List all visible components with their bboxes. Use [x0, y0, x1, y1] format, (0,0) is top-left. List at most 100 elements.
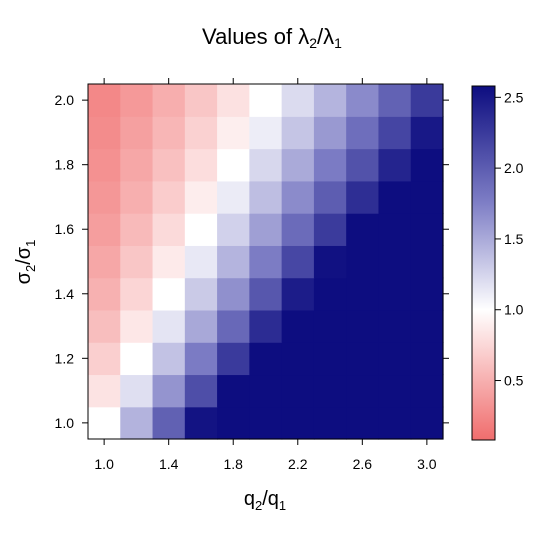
heatmap-cell — [346, 84, 380, 117]
heatmap-cell — [281, 277, 315, 311]
heatmap-cell — [88, 84, 121, 117]
heatmap-cell — [152, 84, 186, 117]
heatmap-cell — [152, 374, 186, 408]
heatmap-cell — [184, 277, 218, 311]
heatmap-cell — [281, 245, 315, 279]
heatmap-cell — [410, 180, 444, 214]
y-axis: 1.0 1.2 1.4 1.6 1.8 2.0 — [55, 92, 449, 431]
heatmap-cell — [184, 406, 218, 440]
heatmap-cell — [346, 116, 380, 150]
heatmap-cell — [313, 309, 347, 343]
heatmap-cell — [313, 116, 347, 150]
heatmap-cell — [152, 277, 186, 311]
heatmap-cell — [249, 374, 283, 408]
heatmap-cell — [152, 213, 186, 246]
colorbar-tick-label: 2.0 — [504, 160, 524, 176]
heatmap-cell — [88, 180, 121, 214]
y-axis-label: σ2/σ1 — [13, 240, 38, 285]
colorbar-tick-label: 1.5 — [504, 231, 524, 247]
heatmap-cell — [281, 148, 315, 182]
heatmap-cell — [184, 148, 218, 182]
heatmap-cell — [88, 309, 121, 343]
colorbar — [471, 85, 496, 441]
heatmap-cell — [346, 213, 380, 246]
heatmap-cell — [378, 180, 412, 214]
heatmap-cell — [88, 342, 121, 376]
heatmap-cell — [249, 180, 283, 214]
heatmap-cell — [184, 116, 218, 150]
heatmap-cell — [184, 374, 218, 408]
x-tick-label: 2.2 — [288, 456, 308, 472]
heatmap-cell — [346, 309, 380, 343]
heatmap-cell — [120, 245, 154, 279]
heatmap-cell — [313, 148, 347, 182]
heatmap-cell — [346, 277, 380, 311]
plot-frame — [87, 83, 444, 440]
heatmap-cell — [378, 245, 412, 279]
heatmap-cell — [249, 277, 283, 311]
heatmap-cell — [217, 84, 250, 117]
heatmap-cell — [281, 374, 315, 408]
heatmap-cell — [410, 342, 444, 376]
heatmap-cell — [281, 309, 315, 343]
heatmap-cell — [88, 213, 121, 246]
heatmap-cell — [249, 116, 283, 150]
heatmap-cell — [410, 277, 444, 311]
heatmap-cell — [120, 116, 154, 150]
x-tick-label: 3.0 — [417, 456, 437, 472]
heatmap-cell — [152, 245, 186, 279]
heatmap-cell — [184, 309, 218, 343]
heatmap-cell — [88, 406, 121, 440]
heatmap-cell — [281, 342, 315, 376]
x-axis-label: q2/q1 — [244, 488, 286, 513]
heatmap-cells — [88, 84, 444, 440]
heatmap-cell — [378, 277, 412, 311]
x-tick-label: 1.4 — [159, 456, 179, 472]
heatmap-cell — [410, 309, 444, 343]
heatmap-cell — [217, 116, 250, 150]
heatmap-cell — [152, 342, 186, 376]
y-tick-label: 1.6 — [55, 221, 75, 237]
heatmap-cell — [249, 84, 283, 117]
heatmap-cell — [281, 213, 315, 246]
heatmap-cell — [88, 116, 121, 150]
x-tick-label: 1.8 — [223, 456, 243, 472]
heatmap-cell — [120, 84, 154, 117]
y-tick-label: 2.0 — [55, 92, 75, 108]
colorbar-axis: 0.5 1.0 1.5 2.0 2.5 — [495, 89, 524, 389]
y-tick-label: 1.2 — [55, 350, 75, 366]
heatmap-cell — [217, 374, 250, 408]
heatmap-cell — [410, 84, 444, 117]
heatmap-cell — [378, 84, 412, 117]
colorbar-tick-label: 0.5 — [504, 373, 524, 389]
heatmap-cell — [152, 309, 186, 343]
heatmap-cell — [313, 342, 347, 376]
heatmap-cell — [378, 148, 412, 182]
heatmap-cell — [152, 180, 186, 214]
heatmap-cell — [378, 116, 412, 150]
heatmap-cell — [346, 245, 380, 279]
heatmap-cell — [120, 342, 154, 376]
heatmap-cell — [217, 213, 250, 246]
heatmap-cell — [249, 213, 283, 246]
heatmap-cell — [410, 374, 444, 408]
heatmap-cell — [313, 180, 347, 214]
heatmap-cell — [378, 213, 412, 246]
heatmap-cell — [313, 245, 347, 279]
heatmap-cell — [249, 342, 283, 376]
heatmap-cell — [120, 148, 154, 182]
heatmap-cell — [313, 84, 347, 117]
heatmap-cell — [313, 213, 347, 246]
y-tick-label: 1.0 — [55, 415, 75, 431]
x-tick-label: 1.0 — [94, 456, 114, 472]
chart-title: Values of λ2/λ1 — [202, 24, 342, 51]
heatmap-cell — [217, 180, 250, 214]
heatmap-cell — [410, 116, 444, 150]
heatmap-cell — [217, 406, 250, 440]
colorbar-tick-label: 1.0 — [504, 302, 524, 318]
heatmap-cell — [152, 148, 186, 182]
heatmap-cell — [410, 148, 444, 182]
heatmap-cell — [217, 148, 250, 182]
heatmap-cell — [217, 245, 250, 279]
heatmap-cell — [88, 374, 121, 408]
